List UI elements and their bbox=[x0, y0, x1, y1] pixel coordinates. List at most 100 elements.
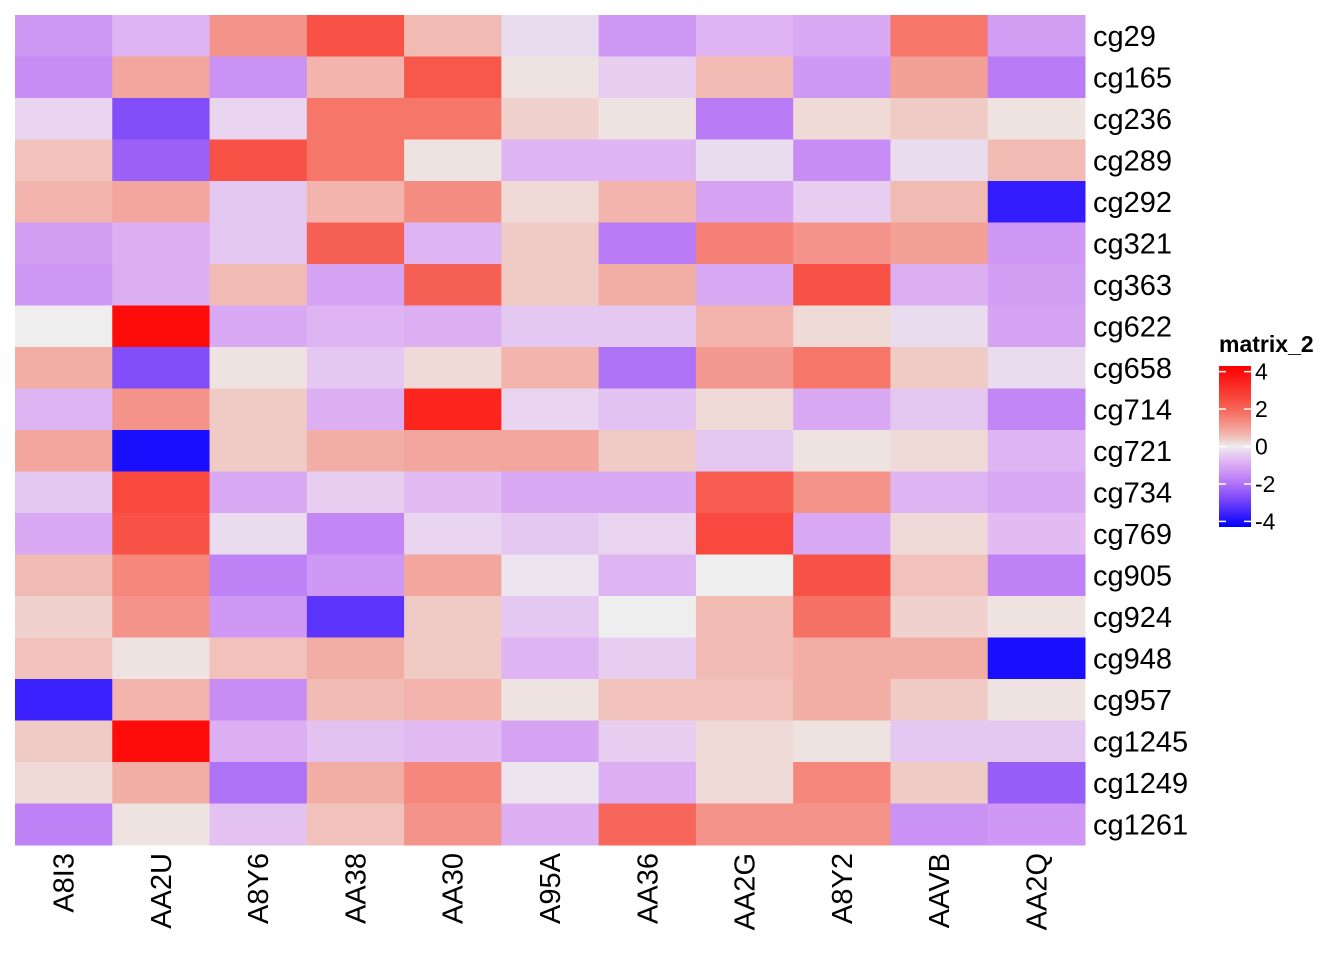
heatmap-cell-cg622-AA36 bbox=[598, 305, 697, 348]
heatmap-cell-cg769-AA2G bbox=[695, 513, 794, 555]
heatmap-cell-cg924-AAVB bbox=[890, 596, 989, 638]
heatmap-cell-cg1261-A95A bbox=[501, 803, 600, 846]
heatmap-cell-cg292-A8Y2 bbox=[793, 181, 891, 223]
heatmap-cell-cg236-A95A bbox=[501, 98, 600, 140]
heatmap-cell-cg734-A8Y2 bbox=[793, 471, 891, 514]
heatmap-cell-cg622-AA2Q bbox=[987, 305, 1086, 348]
heatmap-cell-cg1249-AA2G bbox=[695, 762, 794, 804]
heatmap-cell-cg658-A8I3 bbox=[15, 347, 113, 389]
heatmap-cell-cg948-A8Y2 bbox=[793, 637, 891, 680]
heatmap-cell-cg714-A8I3 bbox=[15, 388, 113, 431]
heatmap-cell-cg1249-A8Y6 bbox=[209, 762, 308, 804]
heatmap-cell-cg714-AAVB bbox=[890, 388, 989, 431]
row-label: cg948 bbox=[1093, 643, 1172, 675]
heatmap-cell-cg29-AA2G bbox=[695, 15, 794, 57]
heatmap-cell-cg321-AA2U bbox=[112, 222, 211, 265]
column-label: A8Y2 bbox=[827, 853, 859, 924]
heatmap-cell-cg289-AA30 bbox=[404, 139, 502, 182]
heatmap-cell-cg165-A8I3 bbox=[15, 56, 113, 99]
heatmap-cell-cg29-A8Y2 bbox=[793, 15, 891, 57]
heatmap-cell-cg29-AA2U bbox=[112, 15, 211, 57]
heatmap-cell-cg622-AAVB bbox=[890, 305, 989, 348]
heatmap-cell-cg1249-A8I3 bbox=[15, 762, 113, 804]
heatmap-cell-cg165-A8Y2 bbox=[793, 56, 891, 99]
column-label: AA38 bbox=[340, 853, 372, 924]
heatmap-cell-cg721-AA38 bbox=[306, 430, 405, 472]
heatmap-cell-cg957-AA30 bbox=[404, 679, 502, 721]
heatmap-cell-cg769-A8Y6 bbox=[209, 513, 308, 555]
heatmap-cell-cg289-AA38 bbox=[306, 139, 405, 182]
row-label: cg289 bbox=[1093, 145, 1172, 177]
heatmap-cell-cg1261-AA30 bbox=[404, 803, 502, 846]
heatmap-cell-cg658-AA2U bbox=[112, 347, 211, 389]
heatmap-cell-cg289-AA2U bbox=[112, 139, 211, 182]
heatmap-cell-cg769-AA30 bbox=[404, 513, 502, 555]
heatmap-cell-cg905-A8Y2 bbox=[793, 554, 891, 597]
legend-ticks: 4 2 0 -2 -4 bbox=[1219, 359, 1276, 534]
heatmap-cell-cg924-A8Y2 bbox=[793, 596, 891, 638]
row-label: cg734 bbox=[1093, 477, 1172, 509]
heatmap-cell-cg165-AA36 bbox=[598, 56, 697, 99]
heatmap-cell-cg622-A8Y6 bbox=[209, 305, 308, 348]
column-labels: A8I3 AA2U A8Y6 AA38 AA30 A95A AA36 AA2G A8Y2 AAVB… bbox=[49, 852, 1054, 930]
heatmap-cell-cg1261-AA36 bbox=[598, 803, 697, 846]
heatmap-cell-cg165-A95A bbox=[501, 56, 600, 99]
heatmap-cell-cg289-A95A bbox=[501, 139, 600, 182]
heatmap-cell-cg721-A8I3 bbox=[15, 430, 113, 472]
heatmap-cell-cg957-A8I3 bbox=[15, 679, 113, 721]
heatmap-cell-cg957-A95A bbox=[501, 679, 600, 721]
heatmap-cell-cg236-AA2G bbox=[695, 98, 794, 140]
heatmap-cell-cg321-A8Y6 bbox=[209, 222, 308, 265]
heatmap-cell-cg769-AAVB bbox=[890, 513, 989, 555]
heatmap-cell-cg1249-AA38 bbox=[306, 762, 405, 804]
heatmap-cell-cg29-AA30 bbox=[404, 15, 502, 57]
heatmap-cell-cg321-AA30 bbox=[404, 222, 502, 265]
heatmap-cell-cg29-A8Y6 bbox=[209, 15, 308, 57]
legend-tick-label: -2 bbox=[1255, 471, 1275, 497]
heatmap-cell-cg1249-A95A bbox=[501, 762, 600, 804]
heatmap-cell-cg165-AA2Q bbox=[987, 56, 1086, 99]
heatmap-cells bbox=[15, 15, 1086, 846]
heatmap-cell-cg734-AA2G bbox=[695, 471, 794, 514]
heatmap-cell-cg622-AA2U bbox=[112, 305, 211, 348]
legend-tick-label: 2 bbox=[1255, 396, 1268, 422]
heatmap-cell-cg714-AA2U bbox=[112, 388, 211, 431]
heatmap-cell-cg714-AA38 bbox=[306, 388, 405, 431]
heatmap-cell-cg769-AA36 bbox=[598, 513, 697, 555]
heatmap-cell-cg658-AA30 bbox=[404, 347, 502, 389]
heatmap-cell-cg165-AA30 bbox=[404, 56, 502, 99]
heatmap-cell-cg1261-AA2G bbox=[695, 803, 794, 846]
heatmap-cell-cg1245-A8Y2 bbox=[793, 720, 891, 763]
heatmap-cell-cg905-AAVB bbox=[890, 554, 989, 597]
heatmap-cell-cg1249-AA36 bbox=[598, 762, 697, 804]
row-label: cg714 bbox=[1093, 394, 1172, 426]
heatmap-cell-cg29-AA2Q bbox=[987, 15, 1086, 57]
heatmap-cell-cg363-AA2G bbox=[695, 264, 794, 306]
heatmap-cell-cg905-AA2U bbox=[112, 554, 211, 597]
heatmap-cell-cg622-A8I3 bbox=[15, 305, 113, 348]
heatmap-cell-cg236-A8Y6 bbox=[209, 98, 308, 140]
heatmap-cell-cg622-A8Y2 bbox=[793, 305, 891, 348]
heatmap-cell-cg1245-AA2U bbox=[112, 720, 211, 763]
row-label: cg321 bbox=[1093, 228, 1172, 260]
heatmap-cell-cg714-AA2Q bbox=[987, 388, 1086, 431]
heatmap-cell-cg948-A95A bbox=[501, 637, 600, 680]
heatmap-cell-cg321-A8Y2 bbox=[793, 222, 891, 265]
heatmap-cell-cg29-AA36 bbox=[598, 15, 697, 57]
heatmap-cell-cg1245-A8Y6 bbox=[209, 720, 308, 763]
heatmap-cell-cg948-AA2Q bbox=[987, 637, 1086, 680]
heatmap-cell-cg734-A8I3 bbox=[15, 471, 113, 514]
heatmap-cell-cg769-AA2Q bbox=[987, 513, 1086, 555]
heatmap-cell-cg721-A8Y6 bbox=[209, 430, 308, 472]
heatmap-cell-cg905-AA2Q bbox=[987, 554, 1086, 597]
heatmap-cell-cg658-A95A bbox=[501, 347, 600, 389]
heatmap-cell-cg948-AA30 bbox=[404, 637, 502, 680]
heatmap-cell-cg721-AA2G bbox=[695, 430, 794, 472]
heatmap-cell-cg769-A8I3 bbox=[15, 513, 113, 555]
heatmap-cell-cg29-AAVB bbox=[890, 15, 989, 57]
heatmap-cell-cg289-A8Y2 bbox=[793, 139, 891, 182]
heatmap-cell-cg321-AA36 bbox=[598, 222, 697, 265]
heatmap-cell-cg29-A95A bbox=[501, 15, 600, 57]
heatmap-cell-cg957-AA38 bbox=[306, 679, 405, 721]
heatmap-cell-cg957-AA2G bbox=[695, 679, 794, 721]
